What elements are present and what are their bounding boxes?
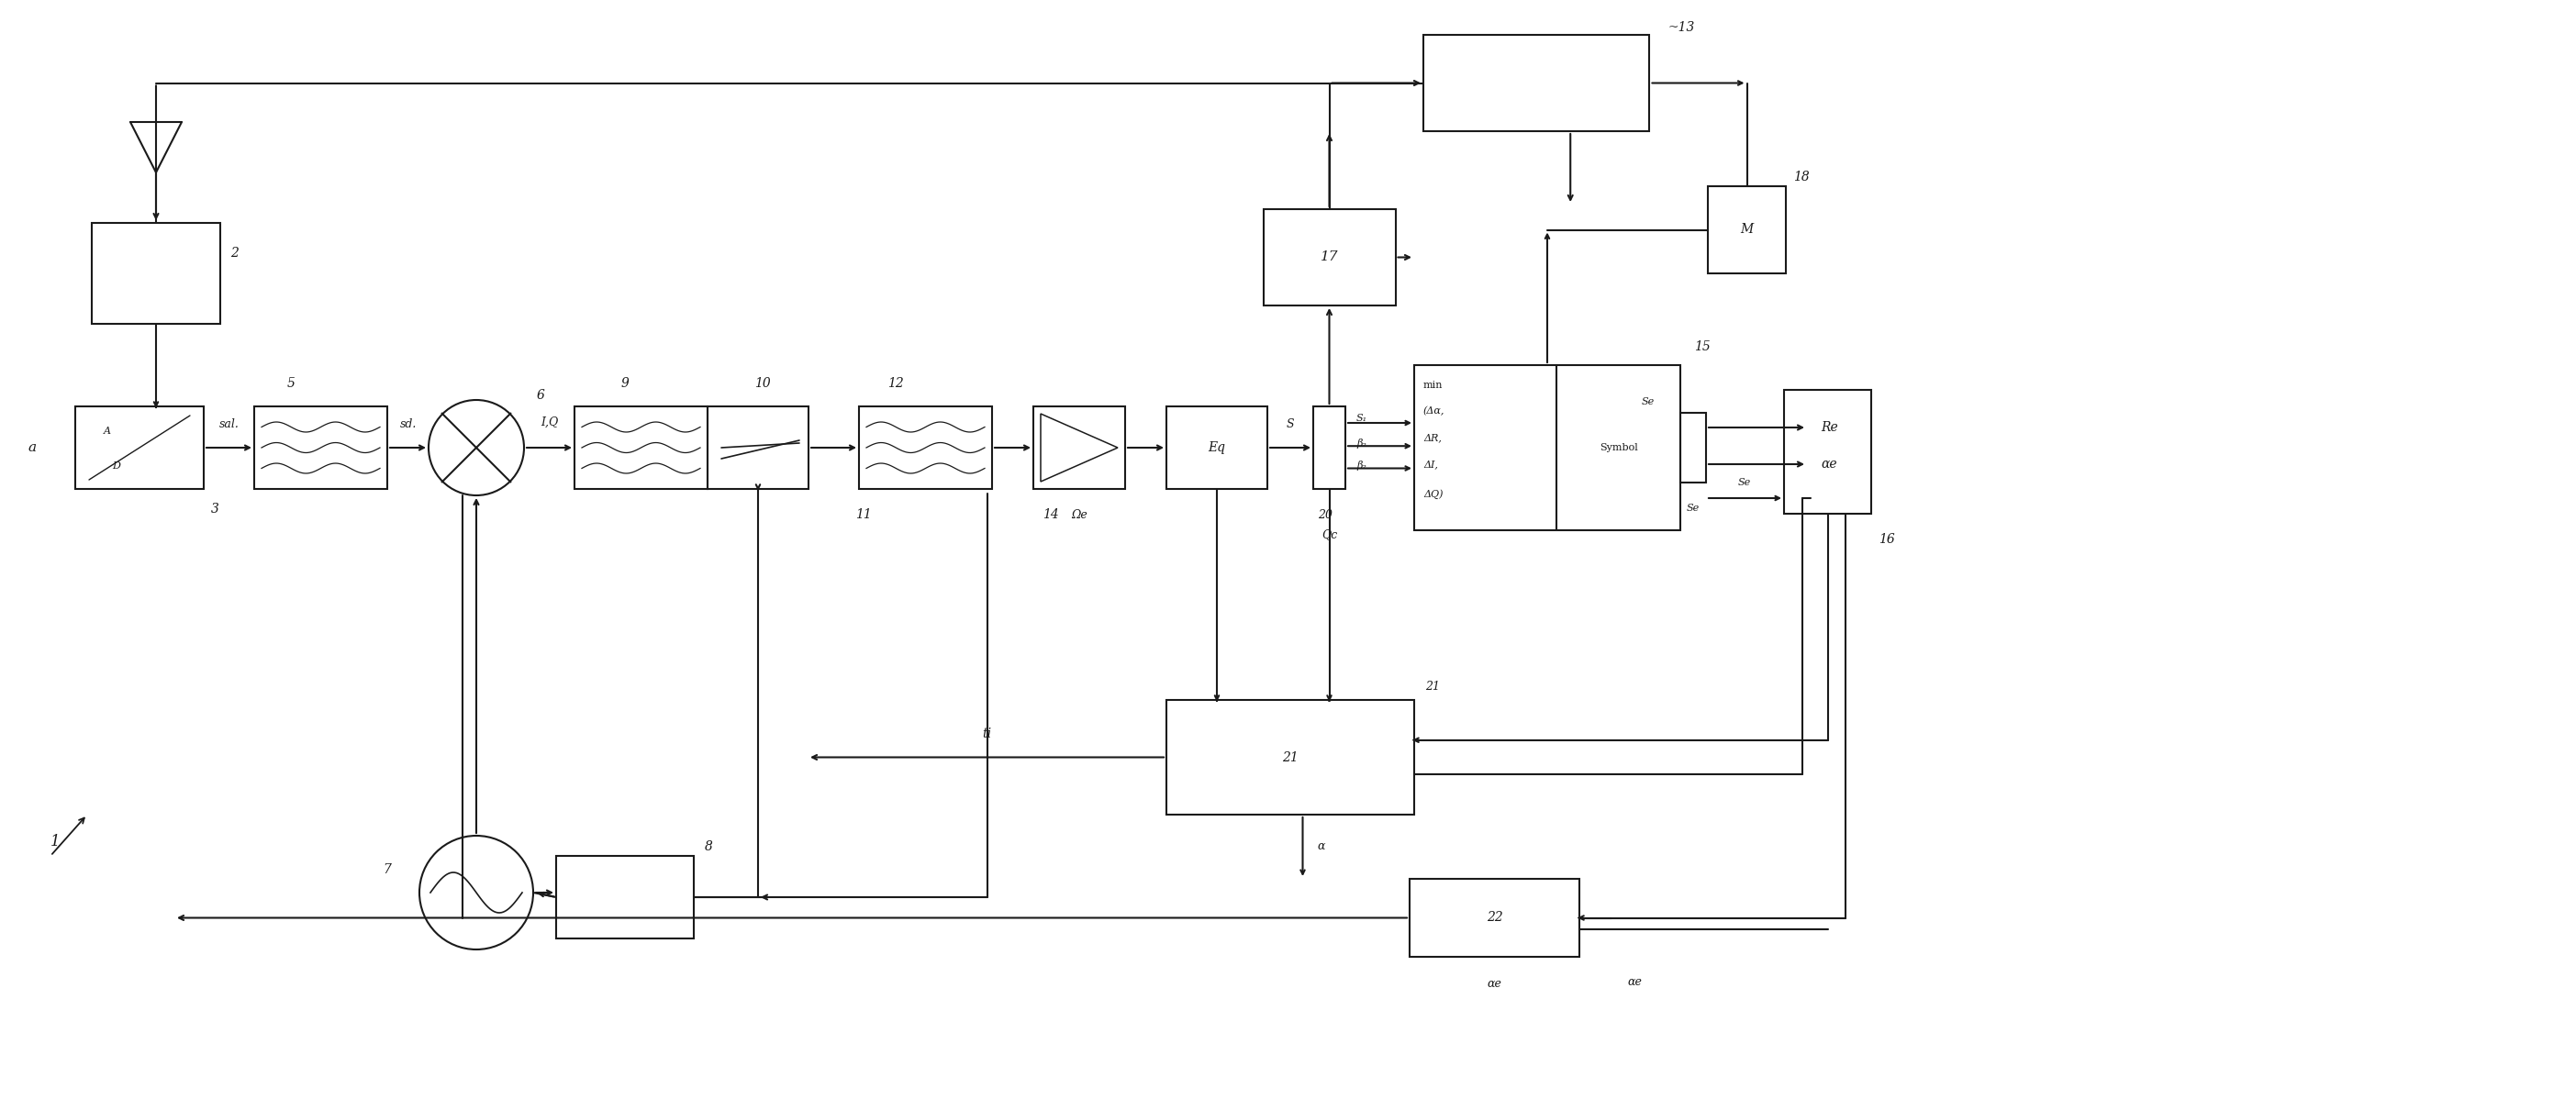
Bar: [556, 856, 693, 939]
Bar: [858, 407, 992, 489]
Bar: [1033, 407, 1126, 489]
Text: ΔQ): ΔQ): [1425, 489, 1443, 499]
Text: Se: Se: [1739, 478, 1752, 487]
Bar: [1414, 365, 1680, 530]
Text: αe: αe: [1821, 458, 1837, 470]
Text: Se: Se: [1641, 397, 1654, 407]
Text: 22: 22: [1486, 911, 1502, 924]
Text: 8: 8: [706, 841, 714, 853]
Text: a: a: [28, 442, 36, 454]
Bar: [93, 223, 222, 324]
Text: A: A: [103, 426, 111, 435]
Text: sal.: sal.: [219, 419, 240, 431]
Text: αe: αe: [1486, 978, 1502, 990]
Text: (Δα,: (Δα,: [1425, 407, 1445, 417]
Text: Symbol: Symbol: [1600, 443, 1638, 453]
Bar: [1680, 413, 1705, 482]
Text: 11: 11: [855, 508, 871, 521]
Bar: [255, 407, 386, 489]
Text: β₂: β₂: [1358, 460, 1365, 470]
Text: 21: 21: [1425, 680, 1440, 692]
Text: 6: 6: [536, 389, 544, 402]
Text: D: D: [113, 462, 121, 470]
Text: ΔR,: ΔR,: [1425, 433, 1443, 443]
Bar: [1314, 407, 1345, 489]
Text: 18: 18: [1793, 170, 1808, 184]
Text: Ωe: Ωe: [1072, 509, 1087, 521]
Text: 15: 15: [1695, 341, 1710, 353]
Text: 1: 1: [49, 834, 59, 850]
Text: Qc: Qc: [1321, 529, 1337, 541]
Bar: [574, 407, 708, 489]
Bar: [708, 407, 809, 489]
Text: 17: 17: [1321, 251, 1340, 264]
Text: 20: 20: [1319, 509, 1332, 521]
Bar: [1167, 407, 1267, 489]
Bar: [75, 407, 204, 489]
Text: 12: 12: [889, 377, 904, 390]
Text: I,Q: I,Q: [541, 417, 559, 428]
Bar: [1262, 209, 1396, 306]
Text: 9: 9: [621, 377, 629, 390]
Text: ti: ti: [981, 728, 992, 741]
Text: min: min: [1425, 380, 1443, 389]
Text: sd.: sd.: [399, 419, 417, 431]
Bar: [1425, 35, 1649, 131]
Text: 5: 5: [286, 377, 296, 390]
Text: M: M: [1741, 223, 1754, 236]
Text: β₂: β₂: [1358, 439, 1365, 448]
Text: 2: 2: [229, 247, 237, 259]
Text: 3: 3: [211, 502, 219, 515]
Text: ΔI,: ΔI,: [1425, 459, 1437, 469]
Text: 21: 21: [1283, 751, 1298, 764]
Text: ~13: ~13: [1669, 21, 1695, 34]
Text: 10: 10: [755, 377, 770, 390]
Text: 14: 14: [1043, 508, 1059, 521]
Text: 16: 16: [1878, 533, 1896, 546]
Bar: [1708, 186, 1785, 274]
Bar: [1167, 700, 1414, 814]
Text: 7: 7: [384, 863, 392, 876]
Bar: [1785, 390, 1870, 513]
Text: αe: αe: [1628, 977, 1641, 988]
Text: Re: Re: [1821, 421, 1837, 434]
Text: Eq: Eq: [1208, 442, 1226, 454]
Text: α: α: [1316, 841, 1324, 853]
Text: S: S: [1285, 419, 1293, 431]
Text: S₁: S₁: [1358, 413, 1368, 423]
Bar: [1409, 879, 1579, 957]
Text: Se: Se: [1687, 503, 1700, 513]
